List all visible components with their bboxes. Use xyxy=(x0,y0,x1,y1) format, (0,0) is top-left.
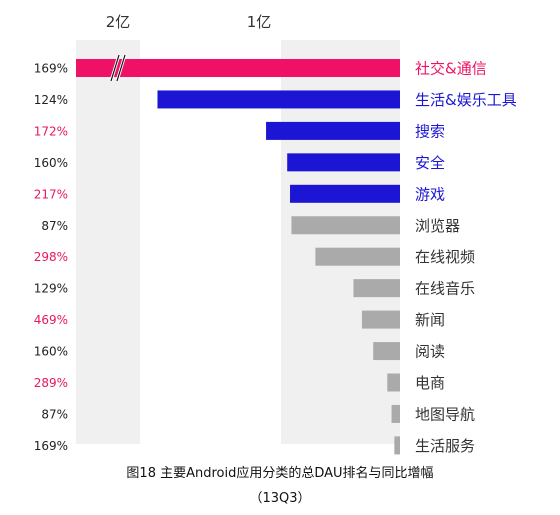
category-label-3: 安全 xyxy=(415,154,445,172)
x-tick-label-0: 2亿 xyxy=(106,13,131,31)
chart-subtitle: （13Q3） xyxy=(249,491,311,506)
chart-title: 图18 主要Android应用分类的总DAU排名与同比增幅 xyxy=(126,466,434,481)
category-label-6: 在线视频 xyxy=(415,248,475,266)
axis-break-mark xyxy=(109,54,127,82)
growth-label-8: 469% xyxy=(34,313,68,327)
growth-label-7: 129% xyxy=(34,282,68,296)
growth-label-6: 298% xyxy=(34,250,68,264)
growth-label-11: 87% xyxy=(41,407,68,421)
growth-label-9: 160% xyxy=(34,345,68,359)
dau-bar-chart: 2亿 1亿 169% 社交&通信 124% 生活&娱乐工具 172% 搜索 160% 安全 217… xyxy=(34,13,517,455)
growth-label-0: 169% xyxy=(34,62,68,76)
bar-12 xyxy=(394,436,400,455)
category-label-7: 在线音乐 xyxy=(415,280,475,298)
bar-10 xyxy=(387,373,400,392)
growth-label-1: 124% xyxy=(34,93,68,107)
growth-label-10: 289% xyxy=(34,376,68,390)
category-label-0: 社交&通信 xyxy=(415,60,487,78)
growth-label-3: 160% xyxy=(34,156,68,170)
category-label-5: 浏览器 xyxy=(415,217,460,235)
category-label-1: 生活&娱乐工具 xyxy=(415,91,517,109)
chart-caption: 图18 主要Android应用分类的总DAU排名与同比增幅 （13Q3） xyxy=(0,461,560,511)
bar-2 xyxy=(266,121,400,140)
category-label-8: 新闻 xyxy=(415,311,445,329)
bar-7 xyxy=(353,279,400,298)
growth-label-12: 169% xyxy=(34,439,68,453)
bar-5 xyxy=(291,216,400,235)
category-label-4: 游戏 xyxy=(415,185,445,203)
bar-9 xyxy=(373,342,400,361)
category-label-11: 地图导航 xyxy=(415,405,475,423)
growth-label-2: 172% xyxy=(34,124,68,138)
growth-label-4: 217% xyxy=(34,187,68,201)
x-tick-label-1: 1亿 xyxy=(247,13,272,31)
bar-11 xyxy=(391,404,400,423)
bar-8 xyxy=(361,310,400,329)
category-label-9: 阅读 xyxy=(415,343,445,361)
bar-0 xyxy=(76,59,400,77)
bar-4 xyxy=(290,184,400,203)
plot-band-left xyxy=(76,40,140,444)
bar-6 xyxy=(315,247,400,266)
growth-label-5: 87% xyxy=(41,219,68,233)
category-label-12: 生活服务 xyxy=(415,437,475,455)
category-label-10: 电商 xyxy=(415,374,445,392)
category-label-2: 搜索 xyxy=(415,122,445,140)
bar-1 xyxy=(157,90,400,109)
bar-3 xyxy=(287,153,400,172)
